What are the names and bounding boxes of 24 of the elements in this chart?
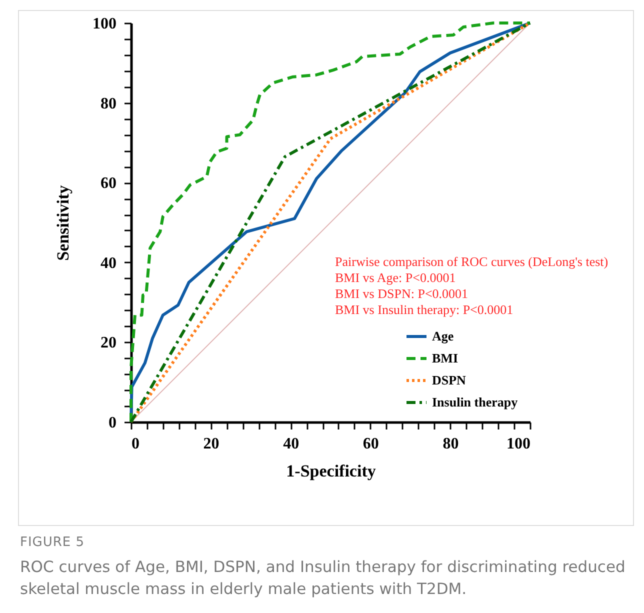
y-tick-label: 100 <box>92 16 116 32</box>
legend-label: Age <box>432 328 454 344</box>
text: ROC curves of Age, BMI, DSPN, and Insulin therapy for discriminating reduced skeletal muscle mass in elderly male patients with T2DM. <box>20 557 626 600</box>
x-tick-label: 0 <box>132 436 140 452</box>
caption: FIGURE 5 <box>20 535 85 550</box>
y-tick-label: 20 <box>100 334 116 352</box>
x-tick-label: 100 <box>506 436 530 452</box>
annotation: BMI vs Insulin therapy: P<0.0001 <box>335 302 514 317</box>
x-tick-label: 20 <box>203 436 220 452</box>
legend-label: Insulin therapy <box>432 394 518 410</box>
x-tick-label: 60 <box>362 436 379 452</box>
legend-label: DSPN <box>432 372 467 388</box>
annotation: Pairwise comparison of ROC curves (DeLong's test) <box>335 254 608 269</box>
y-tick-label: 0 <box>108 414 116 432</box>
annotation: BMI vs DSPN: P<0.0001 <box>335 286 468 301</box>
x-tick-label: 80 <box>442 436 459 452</box>
y-axis-title: Sensitivity <box>54 184 72 261</box>
y-tick-label: 40 <box>100 254 116 272</box>
legend-label: BMI <box>432 350 458 366</box>
annotation: BMI vs Age: P<0.0001 <box>335 270 456 285</box>
x-axis-title: 1-Specificity <box>286 462 376 480</box>
y-tick-label: 60 <box>100 175 116 192</box>
x-tick-label: 40 <box>283 436 300 452</box>
y-tick-label: 80 <box>100 95 116 112</box>
